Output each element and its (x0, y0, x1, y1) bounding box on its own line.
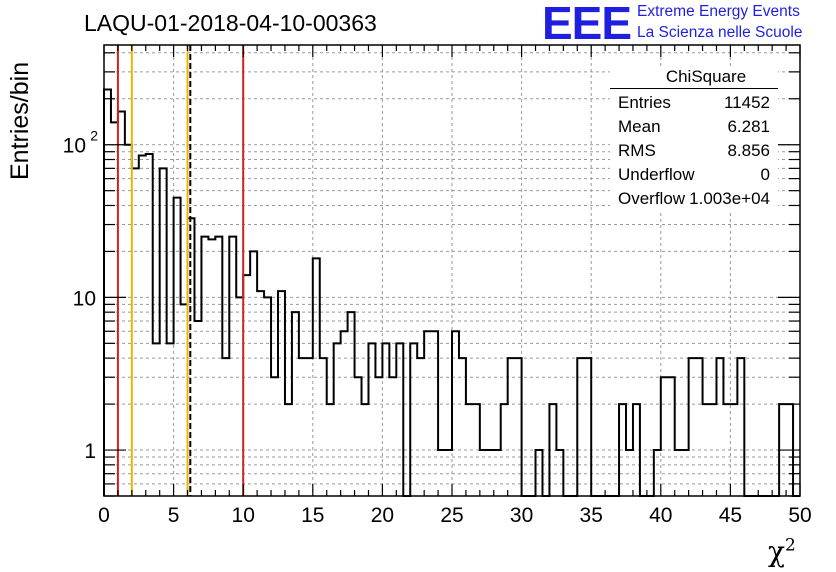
histogram-bin (375, 377, 382, 496)
histogram-bin (716, 358, 723, 496)
histogram-bin (167, 343, 174, 496)
histogram-bin (320, 358, 327, 496)
histogram-bin (696, 358, 703, 496)
histogram-bin (355, 377, 362, 496)
x-tick-label: 10 (232, 504, 255, 527)
histogram-bin (689, 358, 696, 496)
x-axis-label: χ2 (768, 535, 796, 568)
histogram-bin (264, 297, 271, 496)
histogram-bin (577, 358, 584, 496)
histogram-bin (194, 321, 201, 496)
histogram-bin (515, 358, 522, 496)
histogram-bin (299, 358, 306, 496)
logo-line-2: La Scienza nelle Scuole (637, 24, 803, 41)
histogram-bin (271, 377, 278, 496)
histogram-bin (118, 112, 125, 496)
histogram-bin (160, 168, 167, 496)
logo-line-1: Extreme Energy Events (637, 3, 800, 20)
histogram-bin (452, 331, 459, 496)
histogram-bin (125, 145, 132, 496)
x-tick-label: 40 (649, 504, 672, 527)
y-tick-label-exponent: 2 (90, 128, 98, 144)
x-tick-label: 45 (719, 504, 742, 527)
histogram-bin (396, 343, 403, 496)
histogram-bin (584, 358, 591, 496)
histogram-bin (431, 331, 438, 496)
histogram-bin (334, 343, 341, 496)
stats-row-underflow: Underflow 0 (618, 165, 770, 184)
histogram-bin (222, 358, 229, 496)
stats-box: ChiSquare Entries 11452 Mean 6.281 RMS 8.85… (610, 66, 778, 211)
histogram-bin (382, 343, 389, 496)
histogram-bin (250, 251, 257, 496)
histogram-bin (341, 331, 348, 496)
histogram-bin (368, 343, 375, 496)
histogram-bin (153, 343, 160, 496)
x-tick-label: 5 (168, 504, 180, 527)
x-tick-label: 15 (301, 504, 324, 527)
histogram-series (103, 88, 800, 497)
y-axis-label: Entries/bin (6, 61, 34, 180)
x-tick-label: 25 (440, 504, 463, 527)
histogram-bin (181, 304, 188, 496)
eee-logo: EEE (542, 0, 632, 49)
chart-title: LAQU-01-2018-04-10-00363 (84, 10, 377, 36)
x-tick-label: 35 (580, 504, 603, 527)
y-tick-label: 10 (63, 135, 86, 158)
histogram-bin (459, 358, 466, 496)
x-tick-label: 50 (788, 504, 811, 527)
histogram-bin (306, 358, 313, 496)
histogram-bin (661, 377, 668, 496)
histogram-bin (174, 198, 181, 496)
histogram-bin (132, 168, 139, 496)
histogram-bin (508, 358, 515, 496)
y-tick-label: 10 (73, 287, 96, 310)
histogram-bin (424, 331, 431, 496)
stats-row-rms: RMS 8.856 (618, 141, 770, 160)
stats-row-entries: Entries 11452 (618, 93, 770, 112)
histogram-bin (243, 275, 250, 496)
histogram-bin (104, 89, 111, 496)
stats-row-mean: Mean 6.281 (618, 117, 770, 136)
stats-row-overflow: Overflow 1.003e+04 (618, 189, 770, 208)
histogram-bin (139, 155, 146, 496)
x-tick-label: 30 (510, 504, 533, 527)
stats-title: ChiSquare (610, 66, 778, 89)
histogram-bin (236, 297, 243, 496)
histogram-bin (737, 358, 744, 496)
x-tick-label: 0 (98, 504, 110, 527)
x-tick-label: 20 (371, 504, 394, 527)
histogram-bin (410, 343, 417, 496)
histogram-bin (668, 377, 675, 496)
histogram-bin (389, 377, 396, 496)
y-tick-label: 1 (84, 440, 96, 463)
histogram-bin (417, 358, 424, 496)
